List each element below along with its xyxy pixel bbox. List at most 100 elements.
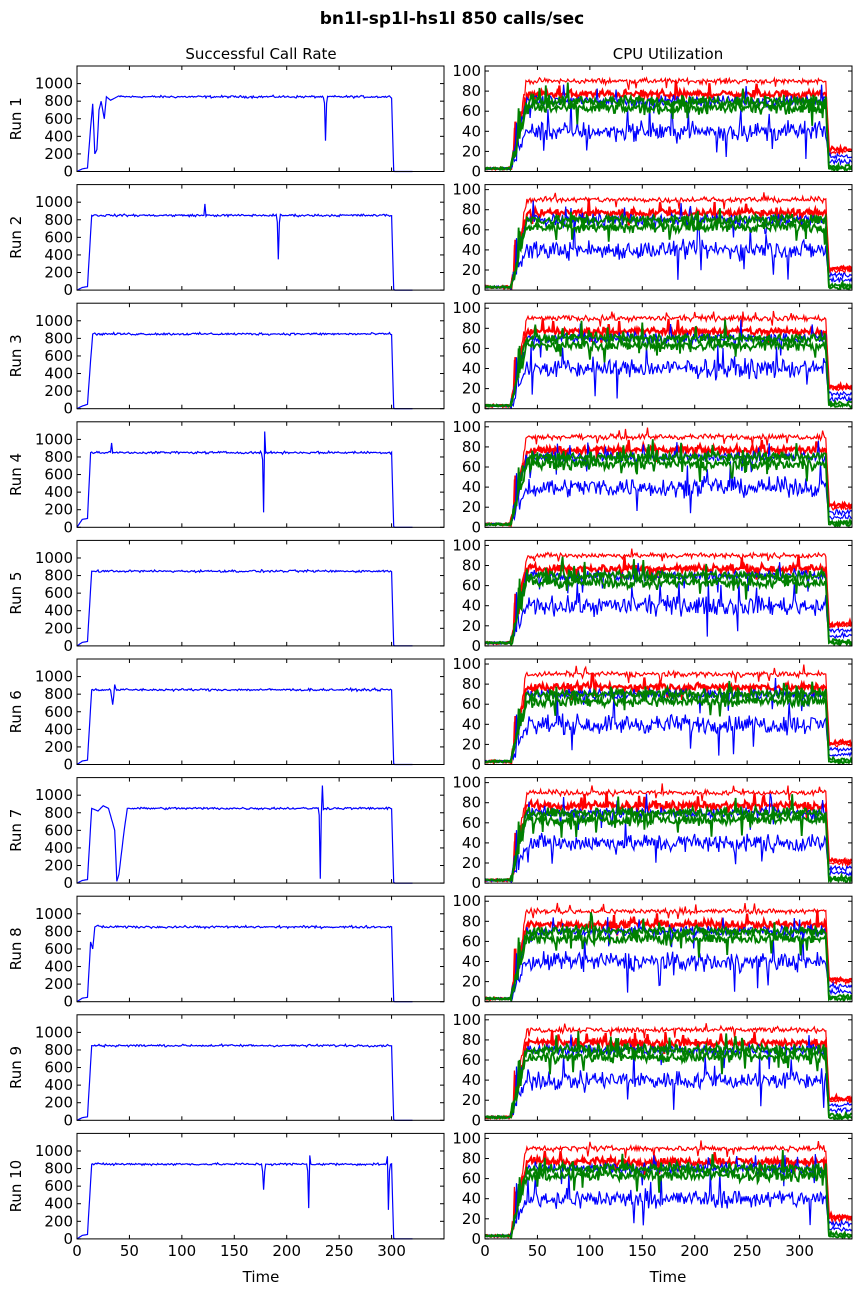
cpu-series-line [485,548,852,646]
y-tick-label: 800 [44,1041,73,1059]
cpu-series-line [485,461,852,526]
cpu-series-line [485,439,852,528]
y-tick-label: 100 [452,181,481,199]
cpu-series-line [485,332,852,409]
y-tick-label: 20 [462,261,481,279]
column-title-cpu: CPU Utilization [613,45,723,63]
cpu-panel: 0 20 40 60 80 100 [452,181,853,299]
cpu-panel: 0 20 40 60 80 100 [452,62,853,181]
plot-frame [484,184,853,291]
y-tick-label: 0 [471,1230,481,1248]
y-tick-label: 0 [63,993,73,1011]
y-tick-label: 0 [63,1230,73,1248]
y-tick-label: 0 [471,518,481,536]
row-label: Run 10 [7,1160,25,1213]
y-tick-label: 60 [462,1051,481,1069]
y-tick-label: 1000 [35,75,73,93]
y-tick-label: 60 [462,932,481,950]
call-rate-line [76,785,413,884]
y-tick-label: 80 [462,201,481,219]
y-tick-label: 60 [462,102,481,120]
y-tick-label: 0 [471,993,481,1011]
call-rate-line [76,924,413,1003]
x-tick-label: 250 [733,1242,762,1260]
y-tick-label: 80 [462,557,481,575]
x-tick-label: 250 [325,1242,354,1260]
y-tick-label: 600 [44,1177,73,1195]
cpu-series-line [485,910,852,1002]
y-tick-label: 40 [462,122,481,140]
plot-frame [76,421,445,528]
plot-frame [76,65,445,172]
y-tick-label: 20 [462,617,481,635]
y-tick-label: 0 [63,637,73,655]
cpu-lines [485,76,852,172]
cpu-series-line [485,684,852,765]
x-tick-label: 50 [528,1242,547,1260]
y-tick-label: 200 [44,857,73,875]
cpu-panel: 0 20 40 60 80 100 0 50 100 150 200 250 300 [452,1129,853,1260]
cpu-series-line [485,1149,852,1239]
cpu-panel: 0 20 40 60 80 100 [452,418,853,536]
cpu-lines [485,1140,852,1239]
y-tick-label: 200 [44,738,73,756]
plot-frame [484,777,853,884]
y-tick-label: 1000 [35,193,73,211]
y-tick-label: 200 [44,501,73,519]
y-tick-label: 800 [44,804,73,822]
cpu-series-line [485,1047,852,1120]
row-label: Run 7 [7,809,25,852]
cpu-series-line [485,806,852,884]
cpu-series-line [485,902,852,1001]
y-tick-label: 400 [44,839,73,857]
x-tick-label: 200 [272,1242,301,1260]
y-tick-label: 60 [462,339,481,357]
y-tick-label: 400 [44,1076,73,1094]
row-label: Run 3 [7,334,25,377]
y-tick-label: 0 [63,281,73,299]
y-tick-label: 40 [462,478,481,496]
cpu-series-line [485,1030,852,1121]
cpu-series-line [485,82,852,172]
y-tick-label: 800 [44,329,73,347]
y-tick-label: 80 [462,82,481,100]
x-tick-label: 0 [480,1242,490,1260]
y-tick-label: 80 [462,438,481,456]
cpu-lines [485,664,852,765]
y-tick-label: 400 [44,720,73,738]
cpu-series-line [485,216,852,290]
y-tick-label: 40 [462,241,481,259]
y-tick-label: 200 [44,264,73,282]
y-tick-label: 60 [462,695,481,713]
cpu-lines [485,902,852,1002]
cpu-panel: 0 20 40 60 80 100 [452,536,853,655]
call-rate-line [76,568,413,647]
y-tick-label: 100 [452,536,481,554]
row-label: Run 4 [7,453,25,496]
x-tick-label: 150 [220,1242,249,1260]
y-tick-label: 0 [471,637,481,655]
y-tick-label: 1000 [35,430,73,448]
y-tick-label: 600 [44,347,73,365]
x-tick-label: 200 [680,1242,709,1260]
y-tick-label: 400 [44,602,73,620]
cpu-series-line [485,564,852,646]
y-tick-label: 200 [44,619,73,637]
y-tick-label: 400 [44,483,73,501]
y-tick-label: 20 [462,854,481,872]
y-tick-label: 600 [44,110,73,128]
y-tick-label: 0 [471,163,481,181]
y-tick-label: 0 [63,1111,73,1129]
y-tick-label: 800 [44,92,73,110]
cpu-series-line [485,664,852,764]
call-rate-line [76,431,413,528]
cpu-lines [485,192,852,291]
plot-frame [76,302,445,410]
